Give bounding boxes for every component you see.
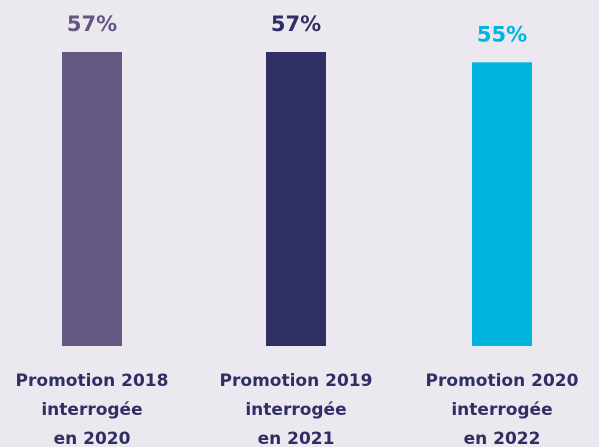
category-label: interrogée	[41, 400, 142, 420]
value-label: 55%	[477, 22, 527, 46]
value-label: 57%	[67, 12, 117, 36]
category-label: interrogée	[245, 400, 346, 420]
category-label: interrogée	[451, 400, 552, 420]
category-label: en 2020	[54, 429, 131, 447]
category-label: Promotion 2018	[16, 371, 169, 391]
bar	[266, 52, 326, 346]
bar	[472, 62, 532, 346]
value-label: 57%	[271, 12, 321, 36]
category-label: Promotion 2020	[426, 371, 579, 391]
category-label: en 2021	[258, 429, 335, 447]
category-label: Promotion 2019	[220, 371, 373, 391]
bar	[62, 52, 122, 346]
category-label: en 2022	[464, 429, 541, 447]
